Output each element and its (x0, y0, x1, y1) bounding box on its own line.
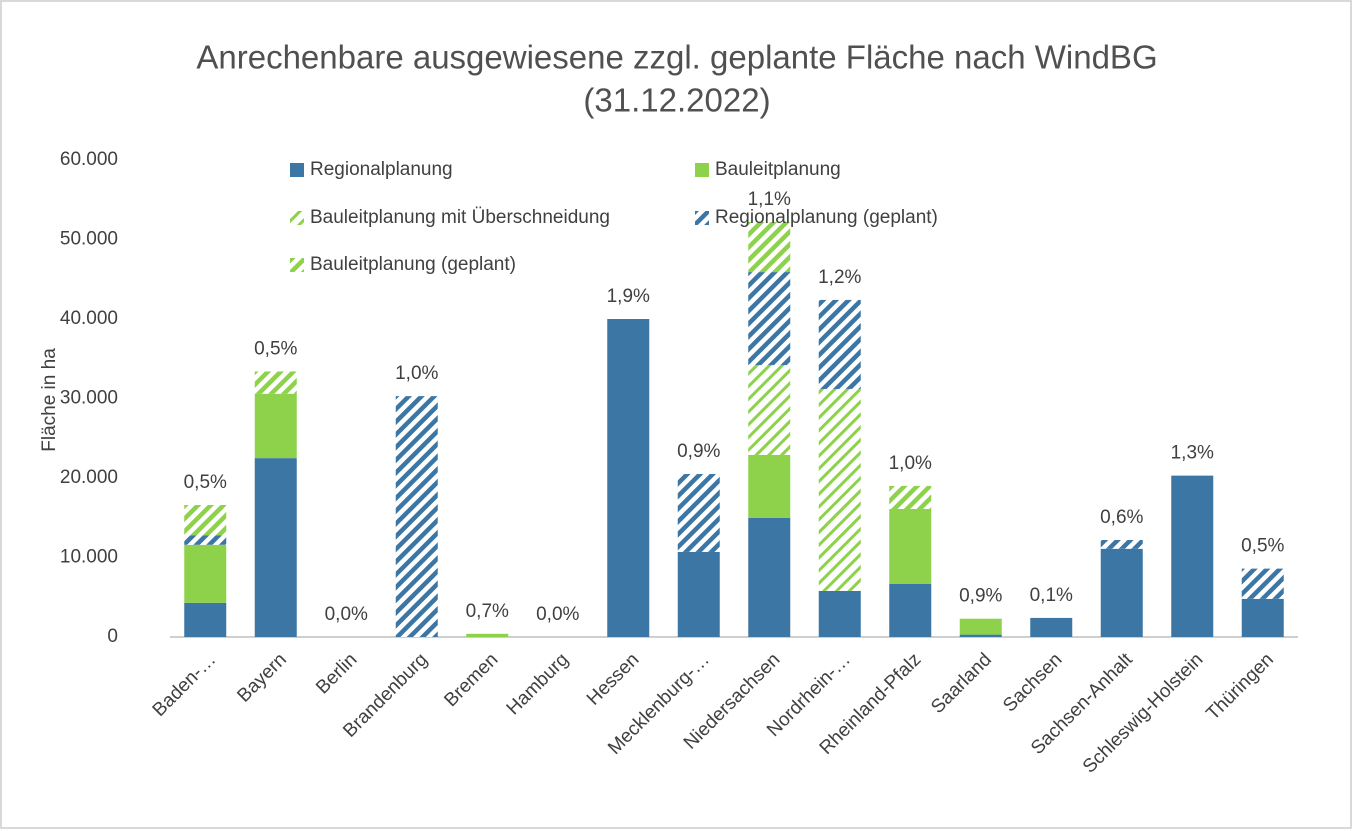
bar-label: 0,9% (677, 441, 720, 462)
bar-segment (184, 505, 227, 536)
bar-segment (818, 590, 861, 637)
y-tick-label: 60.000 (60, 149, 118, 170)
bar-label: 0,6% (1100, 507, 1143, 528)
bar-segment (889, 583, 932, 637)
bar-label: 0,9% (959, 586, 1002, 607)
bar-label: 0,7% (466, 601, 509, 622)
bar-segment (677, 474, 720, 552)
bar-segment (1241, 598, 1284, 637)
bar-segment (959, 618, 1002, 635)
bar-label: 1,0% (395, 363, 438, 384)
bar-label: 0,0% (325, 604, 368, 625)
bar-label: 0,5% (254, 338, 297, 359)
legend-label: Regionalplanung (310, 159, 453, 180)
legend-label: Bauleitplanung mit Überschneidung (310, 207, 610, 228)
bar-segment (889, 509, 932, 584)
bar-segment (818, 299, 861, 389)
chart-title: (31.12.2022) (583, 82, 770, 119)
y-tick-label: 30.000 (60, 388, 118, 409)
bar-segment (466, 633, 509, 637)
bar-segment (1171, 475, 1214, 637)
legend-swatch (290, 211, 304, 225)
bar-segment (184, 544, 227, 603)
bar-segment (748, 222, 791, 273)
y-axis-label: Fläche in ha (39, 348, 60, 452)
bar-label: 1,0% (889, 453, 932, 474)
bar-label: 0,5% (184, 472, 227, 493)
bar-segment (254, 371, 297, 394)
bar-segment (677, 551, 720, 637)
bar-segment (607, 319, 650, 637)
bar-segment (184, 535, 227, 545)
bar-segment (889, 485, 932, 510)
bar-segment (748, 517, 791, 637)
bar-label: 1,9% (607, 286, 650, 307)
y-tick-label: 0 (107, 626, 118, 647)
bar-segment (959, 634, 1002, 637)
bar-segment (748, 272, 791, 366)
bar-segment (395, 396, 438, 637)
bar-segment (1030, 617, 1073, 637)
legend-swatch (290, 163, 304, 177)
bar-segment (184, 602, 227, 637)
y-tick-label: 40.000 (60, 308, 118, 329)
bar-segment (254, 393, 297, 459)
y-tick-label: 20.000 (60, 467, 118, 488)
y-tick-label: 10.000 (60, 547, 118, 568)
bar-segment (1100, 540, 1143, 549)
bar-label: 1,2% (818, 267, 861, 288)
legend-swatch (695, 211, 709, 225)
bar-segment (1100, 548, 1143, 637)
bar-segment (818, 388, 861, 591)
bar-segment (748, 454, 791, 518)
y-tick-label: 50.000 (60, 229, 118, 250)
bar-label: 0,1% (1030, 585, 1073, 606)
bar-segment (1241, 568, 1284, 599)
bar-segment (254, 458, 297, 637)
legend-label: Bauleitplanung (geplant) (310, 254, 516, 275)
bar-label: 1,1% (748, 189, 791, 210)
chart-title: Anrechenbare ausgewiesene zzgl. geplante… (196, 39, 1157, 76)
legend-swatch (290, 258, 304, 272)
legend-swatch (695, 163, 709, 177)
bar-segment (748, 365, 791, 455)
legend-label: Bauleitplanung (715, 159, 841, 180)
bar-label: 1,3% (1171, 443, 1214, 464)
legend-label: Regionalplanung (geplant) (715, 207, 938, 228)
bar-label: 0,0% (536, 604, 579, 625)
bar-label: 0,5% (1241, 536, 1284, 557)
